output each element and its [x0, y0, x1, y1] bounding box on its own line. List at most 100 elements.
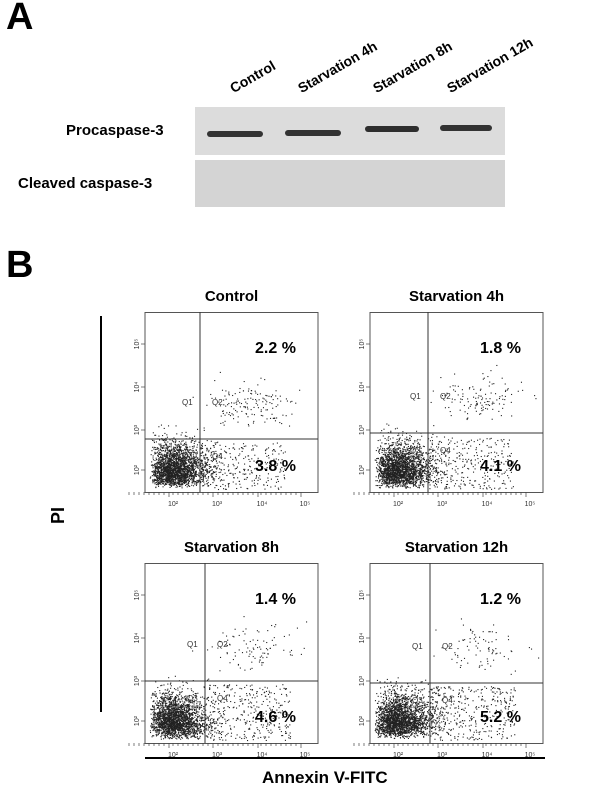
event-dot: [179, 449, 181, 451]
event-dot: [193, 482, 195, 484]
event-dot: [382, 475, 384, 477]
event-dot: [161, 447, 163, 449]
event-dot: [207, 458, 209, 460]
event-dot: [166, 434, 168, 436]
event-dot: [280, 462, 282, 464]
event-dot: [234, 473, 236, 475]
event-dot: [158, 483, 160, 485]
event-dot: [154, 447, 156, 449]
event-dot: [390, 458, 392, 460]
event-dot: [225, 452, 228, 454]
event-dot: [174, 455, 176, 457]
event-dot: [380, 467, 382, 470]
event-dot: [284, 451, 286, 453]
event-dot: [382, 462, 384, 464]
event-dot: [177, 458, 179, 460]
event-dot: [391, 470, 393, 472]
panel-a-label: A: [6, 0, 34, 38]
event-dot: [180, 471, 182, 473]
event-dot: [188, 470, 190, 472]
event-dot: [384, 482, 387, 484]
event-dot: [161, 480, 163, 482]
event-dot: [416, 452, 418, 454]
event-dot: [208, 485, 210, 487]
event-dot: [185, 445, 187, 447]
event-dot: [394, 469, 396, 471]
event-dot: [165, 443, 167, 445]
event-dot: [401, 450, 403, 452]
event-dot: [165, 442, 167, 444]
event-dot: [154, 452, 156, 454]
event-dot: [188, 461, 190, 463]
event-dot: [165, 462, 167, 464]
event-dot: [191, 437, 193, 439]
event-dot: [185, 446, 187, 448]
event-dot: [420, 461, 422, 463]
event-dot: [409, 437, 411, 439]
event-dot: [187, 465, 189, 467]
event-dot: [242, 443, 245, 445]
event-dot: [414, 458, 416, 460]
event-dot: [390, 471, 392, 473]
event-dot: [388, 435, 390, 438]
event-dot: [407, 473, 409, 475]
event-dot: [395, 456, 397, 458]
event-dot: [404, 482, 406, 484]
event-dot: [211, 469, 213, 471]
event-dot: [170, 480, 173, 482]
event-dot: [201, 447, 203, 449]
event-dot: [164, 467, 166, 469]
event-dot: [402, 466, 404, 468]
event-dot: [185, 476, 187, 479]
event-dot: [299, 389, 301, 391]
event-dot: [172, 452, 174, 454]
event-dot: [409, 475, 411, 477]
event-dot: [386, 439, 388, 441]
event-dot: [401, 459, 404, 461]
event-dot: [416, 461, 418, 463]
event-dot: [218, 461, 220, 463]
event-dot: [179, 462, 181, 464]
event-dot: [166, 455, 169, 457]
event-dot: [253, 479, 255, 481]
event-dot: [391, 453, 393, 455]
event-dot: [396, 473, 398, 476]
event-dot: [153, 471, 155, 474]
event-dot: [196, 463, 198, 466]
event-dot: [434, 460, 436, 462]
event-dot: [412, 483, 414, 485]
event-dot: [411, 455, 413, 457]
event-dot: [233, 443, 235, 445]
event-dot: [173, 457, 175, 459]
event-dot: [169, 481, 171, 483]
event-dot: [392, 471, 394, 473]
event-dot: [154, 434, 156, 436]
event-dot: [169, 443, 171, 445]
event-dot: [181, 465, 183, 467]
event-dot: [388, 475, 390, 477]
event-dot: [382, 478, 384, 481]
event-dot: [161, 454, 163, 456]
event-dot: [212, 451, 214, 453]
event-dot: [410, 460, 412, 462]
event-dot: [422, 477, 424, 479]
event-dot: [162, 473, 165, 475]
event-dot: [375, 459, 377, 461]
event-dot: [180, 475, 182, 477]
event-dot: [163, 481, 165, 483]
event-dot: [173, 473, 175, 476]
event-dot: [398, 470, 400, 472]
event-dot: [151, 450, 153, 452]
event-dot: [155, 457, 157, 459]
event-dot: [173, 484, 175, 486]
event-dot: [269, 464, 271, 467]
event-dot: [438, 455, 441, 457]
event-dot: [487, 455, 489, 457]
event-dot: [454, 483, 457, 485]
event-dot: [415, 465, 417, 467]
event-dot: [194, 475, 196, 477]
event-dot: [175, 464, 177, 466]
event-dot: [437, 480, 439, 482]
event-dot: [223, 479, 225, 481]
event-dot: [402, 465, 404, 467]
